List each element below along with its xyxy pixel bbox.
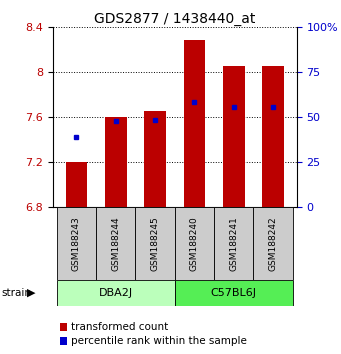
Text: DBA2J: DBA2J [99,288,133,298]
Text: GSM188242: GSM188242 [269,216,278,271]
Text: percentile rank within the sample: percentile rank within the sample [71,336,247,346]
Bar [253,207,293,280]
Text: GSM188243: GSM188243 [72,216,81,271]
Bar [223,66,244,207]
Bar [175,280,293,306]
Bar [65,162,87,207]
Title: GDS2877 / 1438440_at: GDS2877 / 1438440_at [94,12,255,25]
Bar [214,207,253,280]
Bar [96,207,135,280]
Text: GSM188240: GSM188240 [190,216,199,271]
Bar [57,207,96,280]
Text: GSM188244: GSM188244 [111,216,120,271]
Bar [135,207,175,280]
Text: strain: strain [2,288,32,298]
Bar [105,117,127,207]
Text: ▶: ▶ [27,288,35,298]
Bar [144,111,166,207]
Bar [183,40,205,207]
Bar [57,280,175,306]
Text: transformed count: transformed count [71,322,168,332]
Text: C57BL6J: C57BL6J [211,288,257,298]
Bar [262,66,284,207]
Text: GSM188241: GSM188241 [229,216,238,271]
Bar [175,207,214,280]
Text: GSM188245: GSM188245 [151,216,160,271]
